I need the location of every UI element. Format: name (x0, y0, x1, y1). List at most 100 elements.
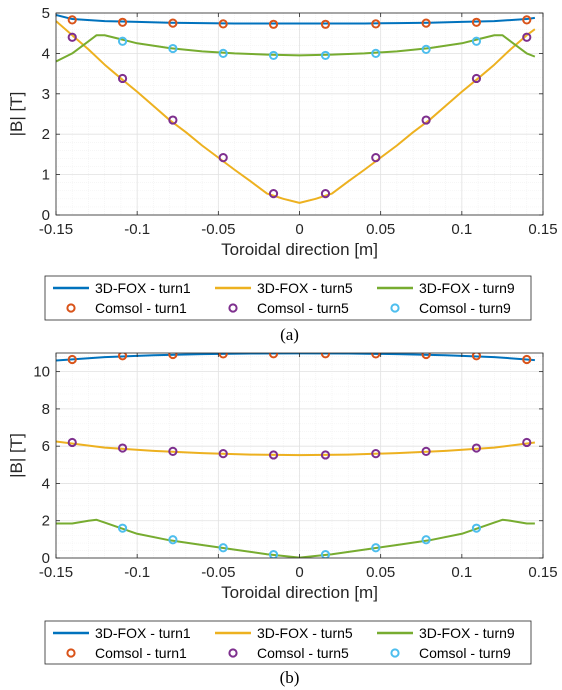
data-point-comsol-turn1 (218, 19, 228, 29)
data-point-comsol-turn1 (421, 353, 431, 360)
y-tick-label: 2 (42, 513, 50, 530)
data-point-comsol-turn5 (471, 443, 482, 453)
series-line-3d-fox-turn9 (56, 34, 536, 63)
data-point-comsol-turn1 (67, 15, 77, 25)
x-tick-label: 0.05 (366, 564, 395, 581)
data-point-comsol-turn9 (320, 50, 331, 61)
legend-label: 3D-FOX - turn1 (95, 280, 191, 296)
data-point-comsol-turn1 (268, 353, 279, 359)
data-point-comsol-turn1 (168, 18, 178, 28)
legend-label: Comsol - turn1 (95, 645, 187, 661)
legend-label: 3D-FOX - turn5 (257, 280, 353, 296)
data-point-comsol-turn5 (522, 32, 532, 42)
data-point-comsol-turn5 (320, 188, 331, 199)
legend: 3D-FOX - turn1 3D-FOX - turn5 3D-FOX - tur… (44, 620, 532, 665)
y-tick-label: 4 (42, 475, 50, 492)
data-point-comsol-turn5 (522, 437, 532, 448)
x-tick-label: -0.05 (201, 564, 235, 581)
y-tick-label: 5 (42, 5, 50, 22)
chart-b: -0.15 -0.1 -0.05 0 0.05 0.1 0.15 0 2 4 6 8 10 Toroida… (7, 352, 558, 687)
x-tick-label: 0.1 (451, 221, 472, 238)
data-point-comsol-turn1 (268, 19, 279, 29)
data-point-comsol-turn1 (320, 353, 331, 359)
x-tick-label: -0.15 (39, 221, 73, 238)
legend-label: 3D-FOX - turn5 (257, 625, 353, 641)
legend-label: Comsol - turn5 (257, 645, 349, 661)
series-line-3d-fox-turn5 (56, 440, 536, 457)
data-point-comsol-turn5 (371, 153, 381, 163)
series-group (56, 14, 536, 204)
x-axis-label: Toroidal direction [m] (221, 240, 378, 259)
legend: 3D-FOX - turn1 3D-FOX - turn5 3D-FOX - tur… (44, 275, 532, 321)
y-tick-label: 4 (42, 45, 50, 62)
data-point-comsol-turn1 (218, 353, 228, 359)
data-point-comsol-turn9 (117, 523, 128, 533)
legend-label: 3D-FOX - turn9 (419, 280, 515, 296)
legend-swatch-marker (228, 648, 238, 658)
data-point-comsol-turn1 (371, 19, 381, 29)
data-point-comsol-turn5 (117, 443, 128, 453)
legend-label: Comsol - turn9 (419, 645, 511, 661)
series-line-3d-fox-turn5 (56, 20, 536, 204)
x-tick-label: -0.05 (201, 221, 235, 238)
data-point-comsol-turn9 (117, 36, 128, 46)
legend-swatch-marker (390, 303, 400, 313)
legend-swatch-marker (390, 648, 400, 658)
data-point-comsol-turn9 (218, 543, 228, 553)
data-point-comsol-turn9 (421, 44, 431, 54)
legend-swatch-marker (66, 303, 76, 313)
x-tick-label: 0.15 (528, 564, 557, 581)
y-tick-label: 10 (33, 364, 50, 381)
data-point-comsol-turn5 (218, 153, 228, 163)
data-point-comsol-turn9 (268, 50, 279, 61)
data-point-comsol-turn1 (117, 17, 128, 27)
data-point-comsol-turn1 (471, 353, 482, 361)
x-tick-label: -0.1 (124, 221, 150, 238)
data-point-comsol-turn9 (268, 550, 279, 558)
data-point-comsol-turn1 (320, 19, 331, 29)
data-point-comsol-turn5 (268, 450, 279, 460)
data-point-comsol-turn9 (320, 550, 331, 558)
data-point-comsol-turn5 (471, 73, 482, 84)
data-point-comsol-turn9 (371, 543, 381, 553)
legend-label: 3D-FOX - turn1 (95, 625, 191, 641)
y-tick-label: 3 (42, 86, 50, 103)
legend-swatch-marker (66, 648, 76, 658)
data-point-comsol-turn9 (168, 535, 178, 545)
data-point-comsol-turn5 (168, 446, 178, 456)
data-point-comsol-turn9 (471, 523, 482, 533)
figure-caption: (b) (280, 668, 300, 687)
data-point-comsol-turn1 (471, 17, 482, 27)
data-point-comsol-turn5 (67, 437, 77, 448)
x-tick-label: -0.1 (124, 564, 150, 581)
x-tick-label: 0 (295, 564, 303, 581)
data-point-comsol-turn5 (320, 450, 331, 460)
x-tick-label: 0.05 (366, 221, 395, 238)
data-point-comsol-turn5 (67, 32, 77, 42)
data-point-comsol-turn9 (218, 48, 228, 59)
x-tick-label: -0.15 (39, 564, 73, 581)
data-point-comsol-turn1 (522, 354, 532, 365)
data-point-comsol-turn1 (371, 353, 381, 359)
x-tick-label: 0.15 (528, 221, 557, 238)
data-point-comsol-turn5 (218, 449, 228, 459)
data-point-comsol-turn1 (67, 354, 77, 365)
data-point-comsol-turn1 (522, 15, 532, 25)
data-point-comsol-turn1 (117, 353, 128, 361)
data-point-comsol-turn5 (168, 115, 178, 125)
data-point-comsol-turn5 (268, 188, 279, 199)
legend-label: Comsol - turn5 (257, 300, 349, 316)
y-tick-label: 0 (42, 207, 50, 224)
x-tick-label: 0 (295, 221, 303, 238)
x-axis-label: Toroidal direction [m] (221, 583, 378, 602)
data-point-comsol-turn5 (117, 73, 128, 84)
data-point-comsol-turn5 (421, 115, 431, 125)
y-tick-label: 2 (42, 126, 50, 143)
legend-label: Comsol - turn9 (419, 300, 511, 316)
chart-a: -0.15 -0.1 -0.05 0 0.05 0.1 0.15 0 1 2 3 4 5 Toroidal… (7, 5, 558, 344)
data-point-comsol-turn9 (168, 43, 178, 54)
y-axis-label: |B| [T] (7, 433, 26, 478)
y-tick-label: 0 (42, 550, 50, 567)
legend-swatch-marker (228, 303, 238, 313)
data-point-comsol-turn9 (471, 36, 482, 46)
